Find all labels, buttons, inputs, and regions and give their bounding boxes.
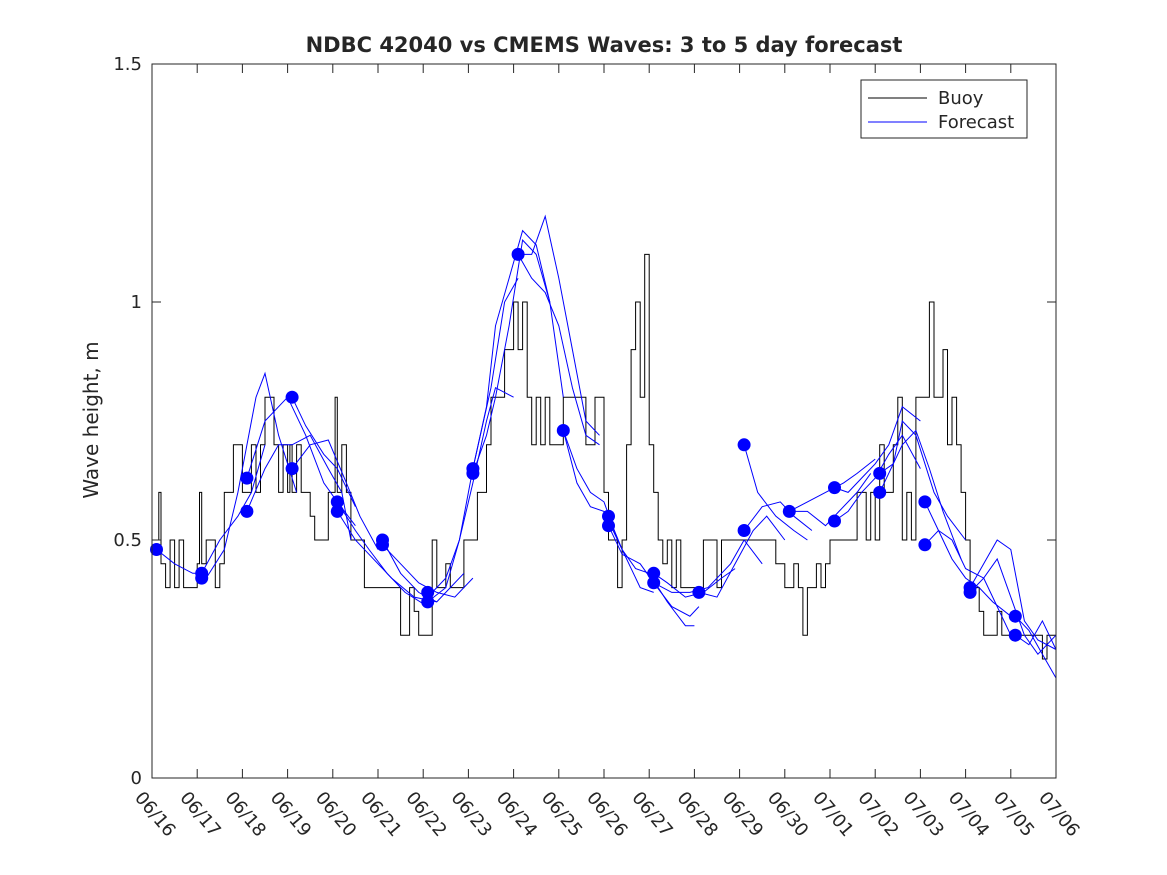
forecast-series-line-6 (291, 396, 356, 507)
forecast-marker-29 (918, 495, 932, 509)
forecast-series-line-21 (653, 539, 763, 593)
y-tick-label: 0.5 (113, 530, 142, 551)
forecast-marker-14 (466, 466, 480, 480)
forecast-marker-12 (421, 595, 435, 609)
buoy-series-line (152, 253, 1056, 660)
forecast-series-line-37 (1015, 619, 1057, 650)
chart-title: NDBC 42040 vs CMEMS Waves: 3 to 5 day fo… (306, 33, 903, 57)
forecast-series-line-31 (879, 419, 966, 541)
y-tick-label: 1 (131, 292, 142, 313)
forecast-marker-21 (692, 585, 706, 599)
forecast-series-line-11 (427, 386, 514, 598)
forecast-marker-17 (602, 509, 615, 523)
forecast-series-line-2 (205, 371, 298, 579)
y-tick-label: 0 (131, 768, 142, 789)
forecast-marker-30 (918, 538, 932, 552)
forecast-marker-8 (330, 504, 344, 518)
forecast-marker-7 (330, 495, 344, 509)
forecast-series-line-16 (517, 254, 600, 446)
forecast-marker-0 (150, 543, 163, 556)
forecast-marker-6 (285, 462, 299, 476)
y-tick-label: 1.5 (113, 54, 142, 75)
forecast-series-line-36 (1014, 615, 1057, 679)
forecast-series-line-17 (562, 430, 654, 593)
forecast-series-line-25 (743, 444, 808, 541)
forecast-marker-22 (737, 438, 751, 452)
forecast-series-line-7 (336, 501, 428, 608)
forecast-marker-25 (828, 481, 841, 495)
forecast-marker-34 (1008, 628, 1022, 642)
forecast-series-line-3 (246, 434, 352, 541)
forecast-series-line-13 (472, 239, 551, 474)
forecast-marker-26 (828, 514, 841, 528)
forecast-series-line-35 (969, 557, 1057, 655)
forecast-marker-10 (376, 538, 389, 552)
forecast-marker-23 (737, 524, 751, 537)
forecast-marker-20 (647, 576, 661, 590)
y-axis-label: Wave height, m (79, 341, 103, 498)
forecast-marker-33 (1008, 609, 1022, 623)
forecast-series-line-28 (834, 405, 921, 493)
forecast-marker-18 (602, 519, 615, 533)
forecast-marker-5 (285, 390, 299, 404)
forecast-series-line-33 (924, 529, 1012, 636)
forecast-series-line-24 (743, 501, 813, 531)
forecast-marker-24 (782, 504, 796, 518)
forecast-marker-27 (873, 466, 887, 480)
legend-label-forecast: Forecast (938, 112, 1014, 133)
forecast-marker-28 (873, 485, 887, 499)
forecast-marker-16 (556, 424, 570, 437)
forecast-series-line-23 (698, 515, 786, 598)
forecast-marker-11 (421, 585, 435, 599)
forecast-marker-19 (647, 566, 661, 580)
forecast-series-line-29 (834, 434, 921, 522)
forecast-marker-15 (511, 247, 525, 261)
forecast-series-line-5 (291, 439, 379, 550)
forecast-series-line-8 (336, 511, 437, 603)
legend-label-buoy: Buoy (938, 88, 984, 109)
forecast-marker-3 (240, 471, 254, 485)
legend: Buoy Forecast (860, 79, 1028, 139)
forecast-series-line-15 (518, 214, 600, 436)
forecast-marker-2 (195, 571, 209, 585)
forecast-marker-4 (240, 504, 254, 518)
legend-box (860, 79, 1028, 139)
forecast-series-line-1 (201, 444, 266, 574)
forecast-marker-32 (963, 585, 977, 599)
forecast-series-line-34 (969, 539, 1057, 650)
